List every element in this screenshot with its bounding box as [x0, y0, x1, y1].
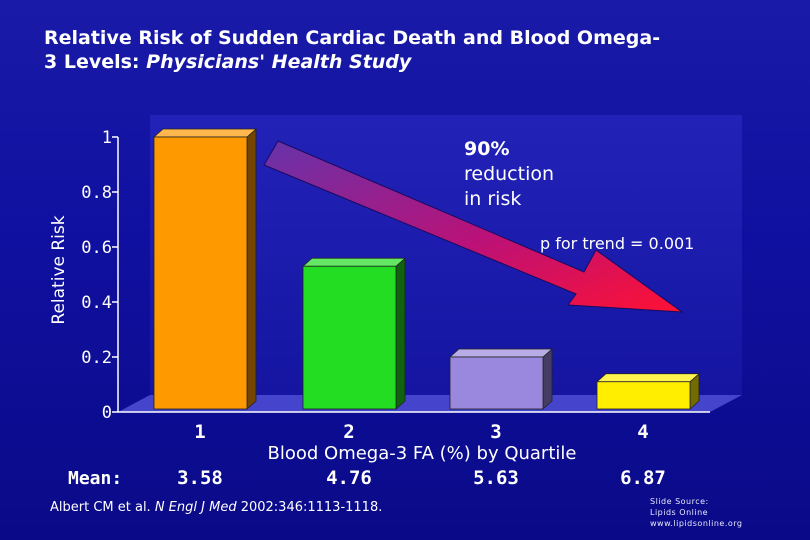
citation: Albert CM et al. N Engl J Med 2002:346:1… — [50, 500, 382, 515]
y-tick-label: 1 — [102, 128, 112, 148]
bar-quartile-2 — [301, 257, 407, 410]
plot-area-background — [118, 115, 742, 412]
citation-authors: Albert CM et al. — [50, 500, 155, 515]
chart-title-study-name: Physicians' Health Study — [146, 51, 412, 73]
y-tick-label: 0 — [102, 403, 112, 423]
y-tick-label: 0.4 — [81, 293, 112, 313]
mean-values: 3.58 4.76 5.63 6.87 — [177, 467, 666, 489]
reduction-arrow — [263, 140, 684, 313]
reduction-arrow-shape — [263, 140, 684, 313]
bar-side — [542, 348, 553, 410]
y-axis-ticks: 1 0.8 0.6 0.4 0.2 0 — [81, 128, 118, 423]
y-tick-label: 0.2 — [81, 348, 112, 368]
bar-front — [153, 136, 248, 410]
bar-front — [449, 356, 544, 410]
chart-title: Relative Risk of Sudden Cardiac Death an… — [44, 26, 784, 74]
y-axis-label: Relative Risk — [49, 215, 69, 324]
chart-title-line-2: 3 Levels: — [44, 51, 147, 73]
x-axis-categories: 1 2 3 4 — [194, 421, 648, 443]
p-trend-label: p for trend = 0.001 — [540, 234, 694, 253]
mean-value: 5.63 — [473, 467, 519, 489]
bar-side — [246, 128, 257, 410]
bar-side — [395, 257, 406, 410]
plot-floor — [118, 395, 742, 412]
annotation-line-2: reduction — [464, 163, 554, 185]
mean-value: 3.58 — [177, 467, 223, 489]
x-category-label: 4 — [637, 421, 648, 443]
x-category-label: 2 — [343, 421, 354, 443]
y-tick-label: 0.8 — [81, 183, 112, 203]
mean-label: Mean: — [68, 468, 122, 489]
annotation-line-3: in risk — [464, 188, 521, 210]
mean-value: 4.76 — [326, 467, 372, 489]
citation-details: 2002:346:1113-1118. — [236, 500, 383, 515]
mean-value: 6.87 — [620, 467, 666, 489]
y-tick-label: 0.6 — [81, 238, 112, 258]
slide-source-line-3: www.lipidsonline.org — [650, 519, 743, 528]
citation-journal: N Engl J Med — [154, 500, 237, 515]
x-category-label: 3 — [490, 421, 501, 443]
bar-quartile-3 — [448, 348, 554, 410]
annotation-line-1: 90% — [464, 138, 509, 160]
bar-top — [301, 257, 407, 267]
bar-top — [152, 128, 258, 138]
bar-top — [448, 348, 554, 358]
annotation-reduction: 90% reduction in risk — [464, 138, 560, 210]
slide-source-line-2: Lipids Online — [650, 508, 709, 517]
bar-front — [596, 381, 691, 410]
bar-quartile-1 — [152, 128, 258, 410]
bar-top — [595, 373, 701, 383]
slide-source-line-1: Slide Source: — [650, 497, 709, 506]
bars — [152, 128, 701, 410]
bar-quartile-4 — [595, 372, 701, 410]
chart-title-line-1: Relative Risk of Sudden Cardiac Death an… — [44, 27, 661, 49]
x-axis-label: Blood Omega-3 FA (%) by Quartile — [268, 443, 577, 464]
x-category-label: 1 — [194, 421, 205, 443]
slide-source: Slide Source: Lipids Online www.lipidson… — [650, 496, 760, 529]
bar-front — [302, 265, 397, 410]
